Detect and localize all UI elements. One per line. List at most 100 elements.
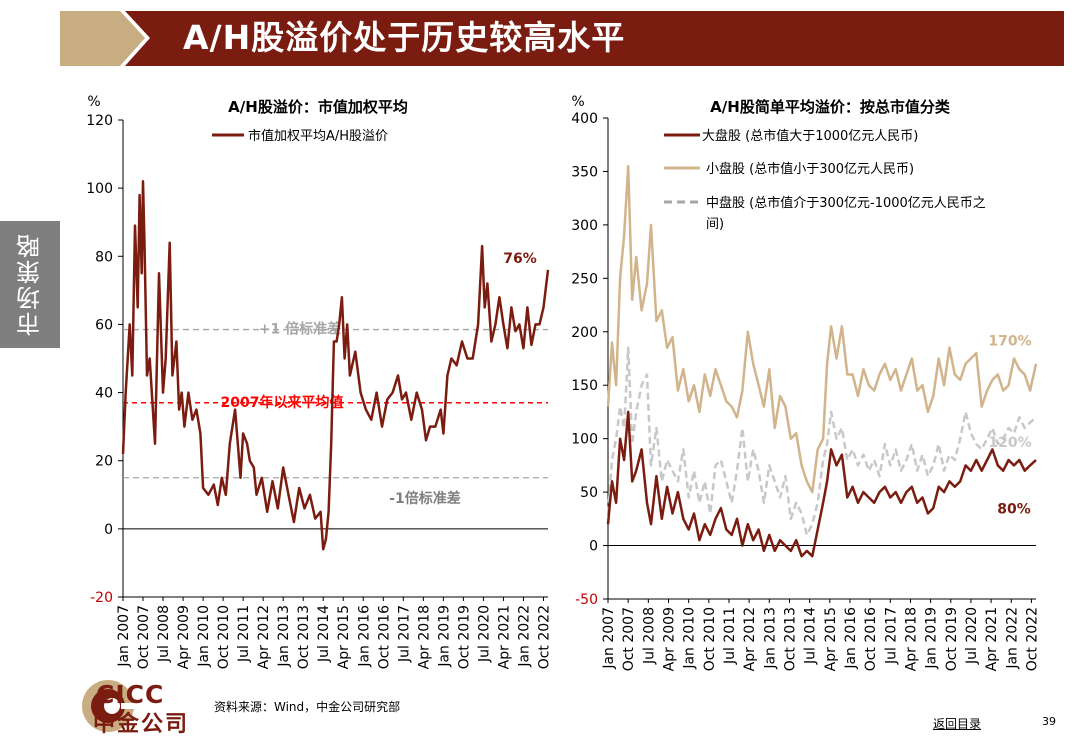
x-tick-label: Apr 2018 — [903, 607, 919, 671]
reference-line-label: +1 倍标准差 — [259, 321, 341, 338]
legend-weighted-label: 市值加权平均A/H股溢价 — [248, 128, 388, 144]
x-tick-label: Apr 2018 — [416, 605, 432, 669]
x-tick-label: Oct 2007 — [136, 605, 152, 669]
series-small-cap — [606, 164, 1038, 494]
x-tick-label: Apr 2009 — [661, 607, 677, 671]
y-tick-label: 50 — [580, 485, 598, 501]
x-tick-label: Oct 2013 — [782, 607, 798, 671]
chart-left-title: A/H股溢价：市值加权平均 — [228, 98, 408, 116]
x-tick-label: Oct 2010 — [702, 607, 718, 671]
chart-left-end-label: 76% — [503, 251, 537, 267]
y-tick-label: 100 — [86, 181, 113, 197]
x-tick-label: Oct 2022 — [1024, 607, 1040, 671]
x-tick-label: Oct 2019 — [944, 607, 960, 671]
x-tick-label: Jan 2007 — [601, 607, 617, 670]
chart-right-end-label-mid: 120% — [988, 435, 1031, 451]
x-tick-label: Apr 2009 — [176, 605, 192, 669]
chart-right-x-axis: Jan 2007 Oct 2007 Jul 2008 Apr 2009 Jan 2010… — [601, 545, 1040, 671]
y-tick-label: 200 — [571, 325, 598, 341]
reference-line-label: -1倍标准差 — [389, 490, 461, 507]
chart-left-x-axis: Jan 2007 Oct 2007 Jul 2008 Apr 2009 Jan 2010… — [116, 528, 552, 669]
x-tick-label: Apr 2021 — [984, 607, 1000, 671]
x-tick-label: Oct 2010 — [216, 605, 232, 669]
x-tick-label: Apr 2012 — [256, 605, 272, 669]
chart-left-legend: 市值加权平均A/H股溢价 — [212, 128, 388, 144]
legend-large-label: 大盘股 (总市值大于1000亿元人民币) — [702, 128, 918, 144]
y-tick-label: -50 — [575, 592, 598, 608]
chart-right-end-label-large: 80% — [997, 501, 1031, 517]
y-tick-label: 120 — [86, 113, 113, 129]
chart-weighted-ah-premium: A/H股溢价：市值加权平均 % 120 100 80 60 40 20 0 -20 Jan 2… — [86, 94, 552, 669]
x-tick-label: Apr 2015 — [336, 605, 352, 669]
reference-line-label: 2007年以来平均值 — [221, 394, 344, 411]
x-tick-label: Jan 2022 — [1004, 607, 1020, 670]
page-title: A/H股溢价处于历史较高水平 — [183, 18, 626, 57]
legend-mid-label: 中盘股 (总市值介于300亿元-1000亿元人民币之 — [706, 195, 986, 211]
back-to-contents-link[interactable]: 返回目录 — [933, 717, 982, 731]
x-tick-label: Jul 2008 — [156, 605, 172, 663]
x-tick-label: Oct 2022 — [536, 605, 552, 669]
series-weighted-premium — [121, 180, 550, 551]
logo-core-icon — [104, 698, 120, 714]
y-tick-label: 250 — [571, 271, 598, 287]
x-tick-label: Jul 2011 — [722, 607, 738, 665]
y-tick-label: 0 — [589, 539, 598, 555]
y-tick-label: 350 — [571, 164, 598, 180]
series-mid-cap — [606, 346, 1037, 537]
chart-ah-premium-by-size: A/H股简单平均溢价：按总市值分类 % 400 350 300 250 200 150 10… — [571, 94, 1040, 671]
x-tick-label: Jan 2019 — [436, 605, 452, 668]
cicc-logo-mark — [82, 680, 135, 732]
chart-left-y-axis: 120 100 80 60 40 20 0 -20 — [86, 113, 124, 606]
y-tick-label: 20 — [95, 454, 113, 470]
x-tick-label: Jul 2008 — [641, 607, 657, 665]
x-tick-label: Jul 2014 — [803, 607, 819, 665]
chart-left-reference-lines: +1 倍标准差 2007年以来平均值 -1倍标准差 — [123, 321, 548, 507]
x-tick-label: Apr 2015 — [823, 607, 839, 671]
legend-mid-label-2: 间) — [706, 217, 724, 232]
chart-right-legend: 大盘股 (总市值大于1000亿元人民币) 小盘股 (总市值小于300亿元人民币)… — [664, 128, 986, 232]
y-tick-label: -20 — [90, 590, 113, 606]
page-number: 39 — [1042, 715, 1056, 728]
logo-text-en: CICC — [96, 680, 165, 709]
y-tick-label: 40 — [95, 386, 113, 402]
x-tick-label: Jul 2011 — [236, 605, 252, 663]
x-tick-label: Apr 2021 — [496, 605, 512, 669]
x-tick-label: Jul 2020 — [476, 605, 492, 663]
chart-right-y-axis: 400 350 300 250 200 150 100 50 0 -50 — [571, 111, 609, 608]
x-tick-label: Jul 2017 — [396, 605, 412, 663]
x-tick-label: Oct 2007 — [621, 607, 637, 671]
chart-right-ylabel: % — [571, 94, 584, 110]
y-tick-label: 0 — [104, 522, 113, 538]
x-tick-label: Jan 2016 — [356, 605, 372, 668]
chart-right-series — [606, 164, 1038, 558]
header-bar — [125, 11, 1064, 66]
y-tick-label: 100 — [571, 432, 598, 448]
x-tick-label: Jan 2016 — [843, 607, 859, 670]
x-tick-label: Oct 2013 — [296, 605, 312, 669]
y-tick-label: 80 — [95, 249, 113, 265]
x-tick-label: Oct 2019 — [456, 605, 472, 669]
x-tick-label: Jan 2013 — [276, 605, 292, 668]
side-tab[interactable] — [0, 221, 60, 348]
x-tick-label: Jul 2014 — [316, 605, 332, 663]
x-tick-label: Jul 2017 — [883, 607, 899, 665]
x-tick-label: Jan 2010 — [196, 605, 212, 668]
x-tick-label: Jan 2022 — [516, 605, 532, 668]
logo-cut-icon — [121, 703, 135, 709]
chart-right-title: A/H股简单平均溢价：按总市值分类 — [710, 98, 951, 116]
logo-text-zh: 中金公司 — [93, 712, 190, 737]
x-tick-label: Jan 2019 — [924, 607, 940, 670]
y-tick-label: 60 — [95, 317, 113, 333]
y-tick-label: 400 — [571, 111, 598, 127]
source-note: 资料来源：Wind，中金公司研究部 — [214, 700, 401, 714]
x-tick-label: Apr 2012 — [742, 607, 758, 671]
chart-right-end-label-small: 170% — [988, 334, 1031, 350]
chart-left-series — [121, 180, 550, 551]
series-large-cap — [606, 410, 1037, 558]
y-tick-label: 150 — [571, 378, 598, 394]
x-tick-label: Jan 2007 — [116, 605, 132, 668]
chart-left-ylabel: % — [87, 94, 100, 110]
y-tick-label: 300 — [571, 218, 598, 234]
x-tick-label: Jul 2020 — [964, 607, 980, 665]
x-tick-label: Oct 2016 — [863, 607, 879, 671]
